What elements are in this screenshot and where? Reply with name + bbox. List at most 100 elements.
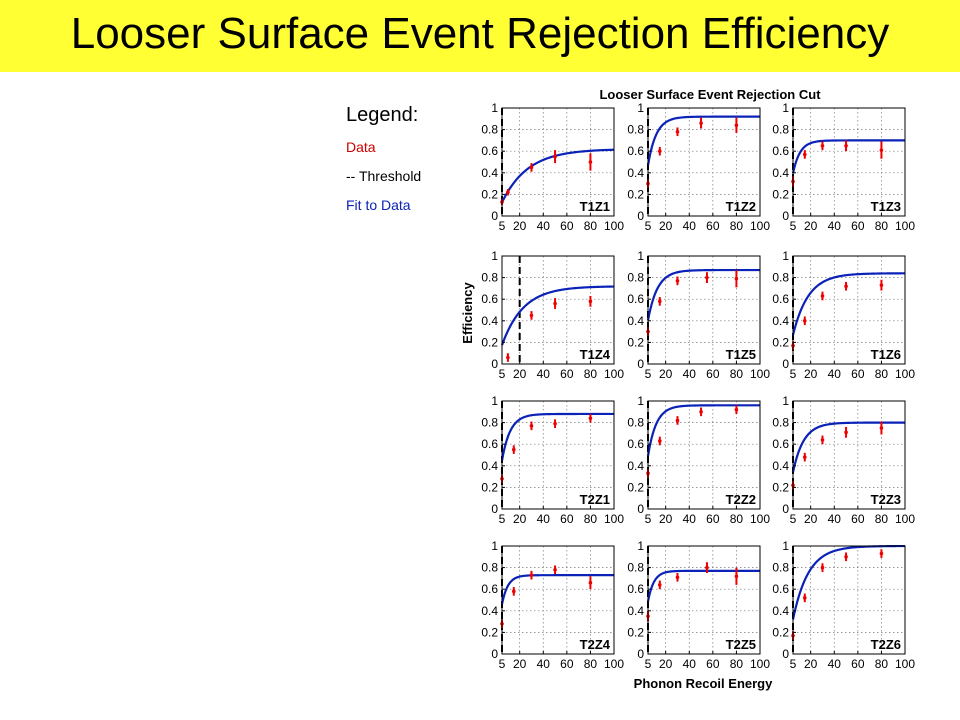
x-tick-label: 60 (851, 512, 865, 526)
legend-item-threshold: -- Threshold (346, 168, 422, 184)
panel-background (793, 546, 905, 654)
x-tick-label: 20 (659, 219, 673, 233)
panel-background (648, 401, 760, 509)
y-tick-label: 0 (637, 647, 644, 661)
fit-curve (791, 139, 905, 174)
data-point (844, 430, 848, 435)
data-point (802, 319, 807, 323)
y-axis-label: Efficiency (460, 282, 475, 344)
x-tick-label: 100 (750, 367, 770, 381)
y-tick-label: 1 (637, 249, 644, 263)
x-tick-label: 20 (804, 367, 818, 381)
data-point (802, 455, 807, 459)
y-tick-label: 1 (491, 539, 498, 553)
y-tick-label: 0.2 (627, 625, 644, 639)
data-point (553, 421, 557, 426)
panel-frame (647, 545, 761, 655)
y-tick-label: 0.2 (627, 480, 644, 494)
panel-frame (792, 107, 906, 217)
data-point (820, 144, 825, 148)
x-tick-label: 60 (851, 219, 865, 233)
panel-t1z5: 5 20 40 60 80 100 0 0.2 0.4 0.6 0.8 1 T1Z5 (627, 249, 770, 381)
y-tick-label: 1 (637, 101, 644, 115)
panel-label: T2Z5 (726, 637, 756, 652)
fit-curve (646, 569, 760, 602)
y-tick-label: 0.6 (627, 292, 644, 306)
data-point (675, 418, 680, 423)
y-tick-label: 0.8 (627, 416, 644, 430)
y-tick-label: 0.4 (772, 604, 789, 618)
y-tick-label: 0.6 (772, 437, 789, 451)
x-tick-label: 5 (790, 512, 797, 526)
legend-item-data: Data (346, 139, 376, 155)
y-tick-label: 0.4 (772, 314, 789, 328)
y-tick-label: 0.2 (772, 480, 789, 494)
data-point (802, 596, 807, 600)
x-tick-label: 100 (895, 512, 915, 526)
x-tick-label: 40 (537, 512, 551, 526)
legend-item-fit: Fit to Data (346, 197, 411, 213)
y-tick-label: 1 (637, 394, 644, 408)
y-tick-label: 0.2 (772, 335, 789, 349)
y-tick-label: 0.2 (481, 480, 498, 494)
x-tick-label: 40 (828, 657, 842, 671)
y-tick-label: 0.8 (627, 561, 644, 575)
data-point (588, 416, 593, 421)
x-tick-label: 100 (750, 219, 770, 233)
x-tick-label: 5 (499, 367, 506, 381)
y-tick-label: 0.2 (772, 187, 789, 201)
data-point (588, 299, 593, 304)
x-tick-label: 100 (895, 657, 915, 671)
x-tick-label: 40 (828, 219, 842, 233)
panel-background (502, 108, 614, 216)
panel-label: T1Z4 (580, 347, 611, 362)
panel-t2z4: 5 20 40 60 80 100 0 0.2 0.4 0.6 0.8 1 T2Z4 (481, 539, 624, 671)
data-point (802, 152, 807, 157)
x-tick-label: 80 (730, 219, 744, 233)
x-tick-label: 20 (804, 512, 818, 526)
x-tick-label: 5 (645, 657, 652, 671)
fit-curve (646, 268, 760, 321)
data-point (553, 154, 557, 159)
x-tick-label: 100 (604, 657, 624, 671)
y-tick-label: 0.6 (481, 292, 498, 306)
y-tick-label: 0.6 (772, 582, 789, 596)
x-tick-label: 80 (584, 219, 598, 233)
panel-t2z2: 5 20 40 60 80 100 0 0.2 0.4 0.6 0.8 1 T2Z2 (627, 394, 770, 526)
y-tick-label: 0.4 (772, 166, 789, 180)
data-point (529, 313, 534, 318)
y-tick-label: 1 (491, 101, 498, 115)
data-point (657, 439, 662, 443)
data-point (844, 284, 848, 289)
data-point (657, 299, 662, 304)
panel-frame (792, 400, 906, 510)
data-point (675, 279, 680, 283)
legend-heading: Legend: (346, 104, 419, 126)
x-tick-label: 5 (790, 219, 797, 233)
x-tick-label: 20 (513, 657, 527, 671)
y-tick-label: 0.6 (481, 582, 498, 596)
panel-background (793, 108, 905, 216)
x-tick-label: 80 (875, 219, 889, 233)
panel-label: T2Z6 (871, 637, 901, 652)
data-point (699, 410, 703, 414)
x-tick-label: 60 (560, 657, 574, 671)
y-tick-label: 0.4 (627, 166, 644, 180)
panel-background (793, 401, 905, 509)
data-point (529, 573, 534, 577)
y-tick-label: 1 (782, 101, 789, 115)
panel-t2z3: 5 20 40 60 80 100 0 0.2 0.4 0.6 0.8 1 T2Z3 (772, 394, 915, 526)
data-point (511, 447, 516, 452)
data-point (699, 121, 703, 125)
x-tick-label: 100 (750, 512, 770, 526)
data-point (588, 580, 593, 585)
fit-curve (501, 148, 615, 203)
x-tick-label: 60 (560, 367, 574, 381)
y-tick-label: 0.2 (627, 187, 644, 201)
y-tick-label: 0.4 (481, 166, 498, 180)
y-tick-label: 0.8 (772, 561, 789, 575)
y-tick-label: 1 (637, 539, 644, 553)
x-tick-label: 40 (683, 657, 697, 671)
data-point (879, 551, 884, 556)
y-tick-label: 0.6 (627, 582, 644, 596)
